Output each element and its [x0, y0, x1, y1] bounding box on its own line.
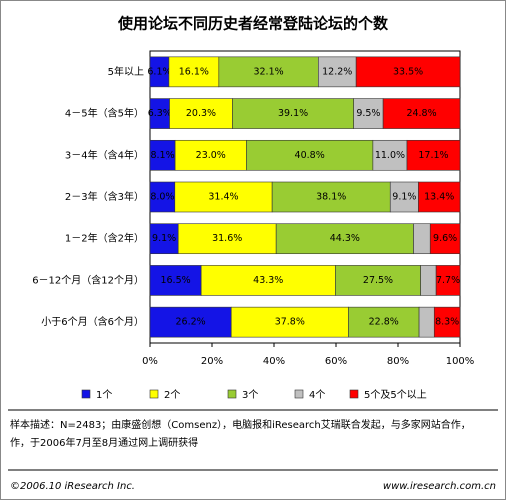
data-label: 32.1%: [253, 66, 283, 77]
y-tick-label: 1－2年（含2年）: [65, 232, 144, 245]
data-label: 26.2%: [176, 317, 206, 328]
bar-segment: [246, 139, 374, 171]
data-label: 43.3%: [253, 275, 283, 286]
data-label: 39.1%: [278, 108, 308, 119]
bar-segment: [382, 98, 461, 129]
data-label: 31.6%: [212, 233, 242, 244]
data-label: 13.4%: [424, 192, 454, 203]
bar-segment: [372, 139, 408, 171]
bar-segment: [433, 306, 461, 338]
bar-segment: [406, 139, 461, 171]
legend-swatch: [294, 389, 304, 399]
data-label: 40.8%: [295, 150, 325, 161]
bar-segment: [230, 306, 349, 338]
data-label: 8.0%: [150, 192, 174, 203]
data-label: 8.1%: [150, 150, 174, 161]
legend-swatch: [349, 389, 359, 399]
bar-segment: [149, 139, 176, 171]
x-tick-label: 60%: [325, 356, 347, 367]
bar-segment: [271, 181, 391, 213]
data-label: 23.0%: [196, 150, 226, 161]
bar-segment: [275, 223, 414, 255]
legend-label: 2个: [164, 389, 180, 401]
y-tick-label: 4－5年（含5年）: [65, 107, 144, 120]
bar-segment: [348, 306, 420, 338]
note-line: 样本描述：N=2483；由康盛创想（Comsenz），电脑报和iResearch…: [10, 418, 471, 431]
bar-segment: [335, 265, 421, 296]
data-label: 9.5%: [356, 108, 380, 119]
bar-segment: [355, 56, 461, 88]
legend-label: 3个: [242, 389, 258, 401]
legend-swatch: [81, 389, 91, 399]
x-tick-label: 0%: [142, 356, 158, 367]
x-tick-label: 80%: [387, 356, 409, 367]
x-tick-label: 40%: [263, 356, 285, 367]
bar-segment: [435, 265, 461, 296]
bar-segment: [389, 181, 419, 213]
bar-segment: [169, 98, 233, 129]
y-tick-label: 5年以上: [108, 65, 144, 78]
data-label: 8.3%: [435, 317, 459, 328]
data-label: 9.1%: [392, 192, 416, 203]
bar-segment: [418, 306, 435, 338]
data-label: 33.5%: [393, 66, 423, 77]
data-label: 9.6%: [433, 233, 457, 244]
copyright: ©2006.10 iResearch Inc.: [10, 481, 135, 492]
data-label: 37.8%: [275, 317, 305, 328]
x-tick-label: 100%: [446, 356, 475, 367]
data-label: 16.1%: [179, 66, 209, 77]
bar-segment: [200, 265, 336, 296]
legend-label: 5个及5个以上: [364, 389, 427, 401]
bar-segment: [418, 181, 461, 213]
data-label: 38.1%: [316, 192, 346, 203]
bar-segment: [420, 265, 437, 296]
legend-label: 4个: [309, 389, 325, 401]
y-tick-label: 6－12个月（含12个月）: [32, 273, 144, 286]
data-label: 24.8%: [406, 108, 436, 119]
data-label: 17.1%: [418, 150, 448, 161]
data-label: 31.4%: [208, 192, 238, 203]
data-label: 12.2%: [322, 66, 352, 77]
bar-segment: [413, 223, 431, 255]
data-label: 9.1%: [152, 233, 176, 244]
bar-segment: [149, 306, 232, 338]
legend-label: 1个: [96, 389, 112, 401]
legend-swatch: [149, 389, 159, 399]
bar-segment: [149, 181, 176, 213]
data-label: 27.5%: [363, 275, 393, 286]
data-label: 44.3%: [330, 233, 360, 244]
data-label: 6.1%: [147, 66, 171, 77]
data-label: 16.5%: [160, 275, 190, 286]
data-label: 6.3%: [148, 108, 172, 119]
data-label: 11.0%: [375, 150, 405, 161]
legend-swatch: [227, 389, 237, 399]
y-tick-label: 3－4年（含4年）: [65, 148, 144, 161]
bar-segment: [353, 98, 384, 129]
footer-url: www.iresearch.com.cn: [383, 481, 496, 492]
data-label: 20.3%: [186, 108, 216, 119]
y-tick-label: 小于6个月（含6个月）: [41, 315, 144, 328]
chart-title: 使用论坛不同历史者经常登陆论坛的个数: [117, 15, 389, 33]
bar-segment: [174, 181, 273, 213]
bar-segment: [149, 223, 179, 255]
bar-segment: [174, 139, 247, 171]
y-tick-label: 2－3年（含3年）: [65, 190, 144, 203]
x-tick-label: 20%: [201, 356, 223, 367]
bar-segment: [429, 223, 461, 255]
data-label: 22.8%: [369, 317, 399, 328]
bar-segment: [177, 223, 277, 255]
bar-segment: [149, 265, 202, 296]
data-label: 7.7%: [436, 275, 460, 286]
note-line: 作，于2006年7月至8月通过网上调研获得: [10, 436, 198, 449]
